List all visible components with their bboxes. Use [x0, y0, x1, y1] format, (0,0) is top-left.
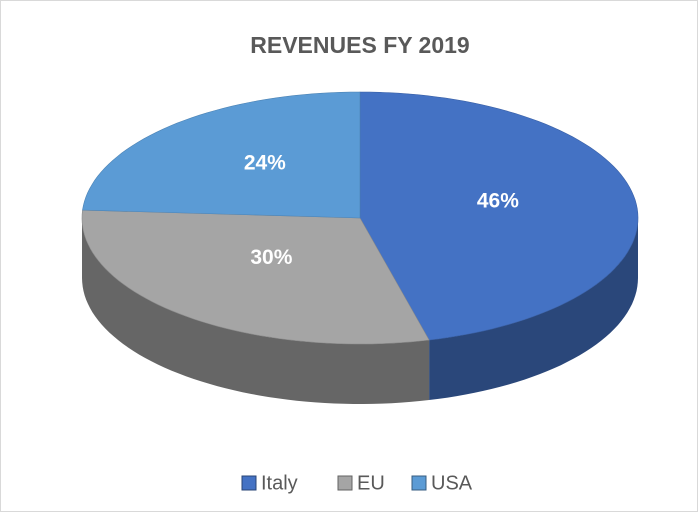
legend-label: USA: [431, 472, 473, 494]
data-label: 46%: [477, 190, 519, 213]
legend-swatch: [241, 475, 257, 491]
legend-swatch: [337, 475, 353, 491]
slice: [81, 209, 430, 345]
slice: [359, 91, 639, 341]
data-label: 30%: [250, 246, 292, 269]
legend-swatch: [411, 475, 427, 491]
slice-side: [429, 218, 638, 400]
legend-label: EU: [357, 472, 385, 494]
chart-title: REVENUES FY 2019: [250, 32, 469, 58]
legend-label: Italy: [261, 472, 298, 494]
data-label: 24%: [244, 152, 286, 175]
slice: [82, 91, 361, 219]
slice-side: [82, 218, 430, 404]
